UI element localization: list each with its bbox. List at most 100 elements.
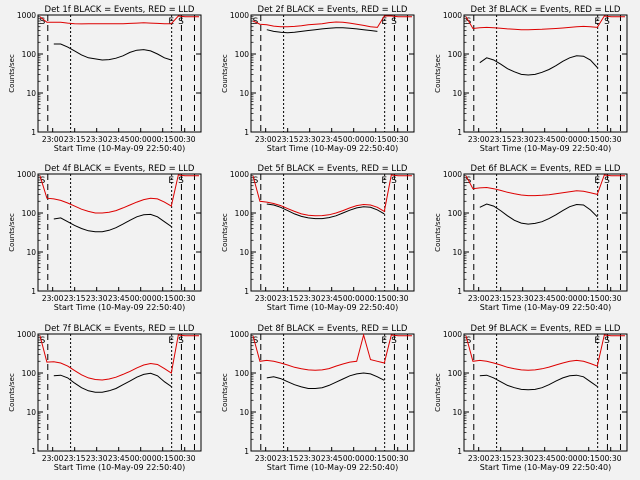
x-tick-label: 00:30: [600, 135, 622, 144]
segment-marker: S: [604, 17, 610, 27]
x-tick-label: 23:30: [512, 294, 534, 303]
segment-marker: S: [40, 336, 46, 346]
x-axis-label: Start Time (10-May-09 22:50:40): [480, 303, 611, 312]
y-axis-label: Counts/sec: [434, 213, 442, 252]
x-tick-label: 23:15: [64, 454, 86, 463]
segment-marker: E: [168, 336, 174, 346]
y-tick-label: 100: [22, 209, 37, 218]
x-axis-label: Start Time (10-May-09 22:50:40): [54, 463, 185, 472]
x-tick-label: 23:00: [468, 294, 490, 303]
y-axis-label: Counts/sec: [221, 213, 229, 252]
chart-title: Det 3f BLACK = Events, RED = LLD: [471, 5, 621, 15]
y-tick-label: 10: [239, 89, 249, 98]
y-tick-label: 10: [452, 89, 462, 98]
events-series-line: [266, 372, 385, 389]
y-tick-label: 1: [457, 287, 462, 296]
x-tick-label: 23:15: [277, 135, 299, 144]
chart-panel-1: Det 1f BLACK = Events, RED = LLD 1 10 100 10…: [8, 5, 202, 153]
chart-title: Det 8f BLACK = Events, RED = LLD: [258, 324, 408, 334]
plot-frame: [463, 14, 628, 133]
x-tick-label: 00:15: [578, 454, 600, 463]
x-tick-label: 23:45: [534, 454, 556, 463]
x-tick-label: 00:30: [387, 454, 409, 463]
x-tick-label: 00:30: [387, 294, 409, 303]
x-axis-label: Start Time (10-May-09 22:50:40): [480, 463, 611, 472]
chart-panel-9: Det 9f BLACK = Events, RED = LLD 1 10 100 10…: [434, 324, 628, 472]
segment-marker: E: [594, 176, 600, 186]
x-tick-label: 00:15: [152, 294, 174, 303]
events-series-line: [53, 372, 172, 393]
segment-marker: E: [168, 17, 174, 27]
y-tick-label: 1000: [443, 170, 462, 179]
x-tick-label: 00:00: [556, 294, 578, 303]
y-tick-label: 1: [244, 128, 249, 137]
segment-marker: S: [178, 336, 184, 346]
segment-marker: S: [253, 336, 259, 346]
lld-series-line: [252, 15, 412, 28]
chart-panel-7: Det 7f BLACK = Events, RED = LLD 1 10 100 10…: [8, 324, 202, 472]
y-axis-label: Counts/sec: [434, 54, 442, 93]
y-tick-label: 100: [22, 50, 37, 59]
x-tick-label: 23:00: [255, 294, 277, 303]
x-tick-label: 23:15: [490, 135, 512, 144]
y-tick-label: 100: [448, 209, 463, 218]
x-axis-label: Start Time (10-May-09 22:50:40): [54, 303, 185, 312]
events-series-line: [479, 55, 598, 76]
x-tick-label: 23:45: [534, 294, 556, 303]
lld-series-line: [465, 15, 625, 31]
segment-marker: E: [381, 176, 387, 186]
segment-marker: S: [40, 176, 46, 186]
x-tick-label: 23:15: [64, 135, 86, 144]
y-tick-label: 1: [244, 447, 249, 456]
x-tick-label: 00:30: [174, 454, 196, 463]
lld-series-line: [252, 333, 412, 371]
y-tick-label: 100: [22, 369, 37, 378]
y-tick-label: 1000: [230, 330, 249, 339]
x-tick-label: 00:30: [600, 294, 622, 303]
x-tick-label: 00:15: [578, 135, 600, 144]
events-series-line: [266, 27, 378, 34]
y-tick-label: 1: [244, 287, 249, 296]
x-tick-label: 23:30: [299, 135, 321, 144]
segment-marker: E: [594, 336, 600, 346]
x-tick-label: 00:00: [343, 454, 365, 463]
y-axis-label: Counts/sec: [221, 373, 229, 412]
segment-marker: E: [381, 336, 387, 346]
x-tick-label: 00:15: [365, 454, 387, 463]
x-axis-label: Start Time (10-May-09 22:50:40): [54, 144, 185, 153]
x-tick-label: 23:30: [86, 135, 108, 144]
chart-title: Det 9f BLACK = Events, RED = LLD: [471, 324, 621, 334]
y-axis-label: Counts/sec: [221, 54, 229, 93]
x-tick-label: 23:30: [86, 294, 108, 303]
x-axis-label: Start Time (10-May-09 22:50:40): [480, 144, 611, 153]
x-tick-label: 23:00: [255, 454, 277, 463]
x-tick-label: 23:45: [108, 135, 130, 144]
lld-series-line: [252, 174, 412, 217]
y-tick-label: 1: [31, 128, 36, 137]
x-tick-label: 00:15: [152, 135, 174, 144]
y-tick-label: 1000: [17, 330, 36, 339]
chart-panel-6: Det 6f BLACK = Events, RED = LLD 1 10 100 10…: [434, 164, 628, 312]
segment-marker: E: [168, 176, 174, 186]
x-tick-label: 23:30: [86, 454, 108, 463]
x-tick-label: 23:00: [42, 454, 64, 463]
segment-marker: S: [391, 176, 397, 186]
y-tick-label: 10: [239, 248, 249, 257]
events-series-line: [479, 203, 598, 225]
segment-marker: S: [604, 336, 610, 346]
lld-series-line: [465, 334, 625, 371]
chart-panel-5: Det 5f BLACK = Events, RED = LLD 1 10 100 10…: [221, 164, 415, 312]
segment-marker: S: [178, 17, 184, 27]
y-tick-label: 1: [31, 287, 36, 296]
segment-marker: S: [178, 176, 184, 186]
x-tick-label: 23:15: [277, 294, 299, 303]
x-tick-label: 23:00: [468, 135, 490, 144]
x-tick-label: 23:00: [42, 135, 64, 144]
chart-panel-2: Det 2f BLACK = Events, RED = LLD 1 10 100 10…: [221, 5, 415, 153]
x-tick-label: 00:30: [600, 454, 622, 463]
lld-series-line: [39, 334, 199, 381]
lld-series-line: [39, 15, 199, 25]
x-tick-label: 00:00: [343, 294, 365, 303]
plot-frame: [37, 173, 202, 292]
